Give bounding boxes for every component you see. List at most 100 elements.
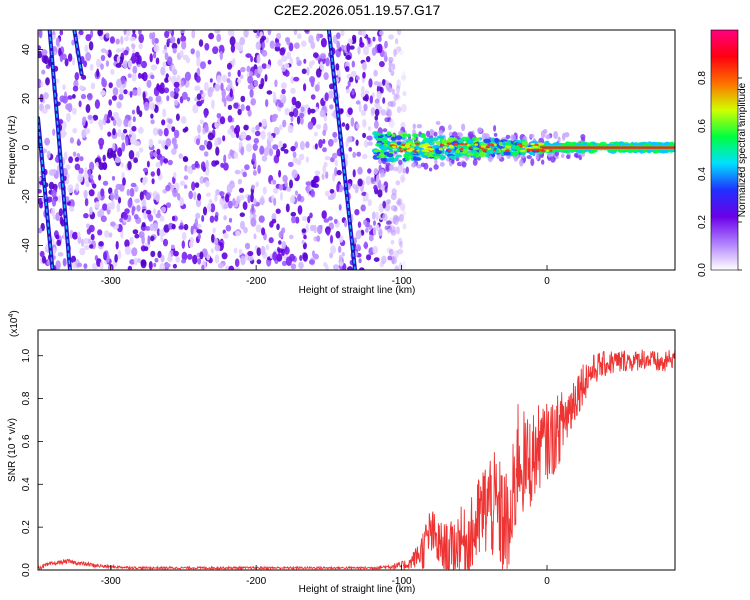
spectrogram-speck bbox=[204, 180, 210, 187]
signal-hot-speck bbox=[392, 145, 397, 148]
spectrogram-speck bbox=[390, 239, 395, 245]
spectrogram-speck bbox=[337, 69, 341, 78]
spectrogram-speck bbox=[251, 184, 255, 190]
spectrogram-speck bbox=[155, 194, 160, 203]
spectrogram-speck bbox=[240, 220, 245, 230]
spectrogram-speck bbox=[310, 79, 315, 88]
signal-halo-speck bbox=[557, 136, 561, 143]
signal-halo-speck bbox=[448, 124, 452, 131]
spectrogram-speck bbox=[366, 135, 373, 141]
spectrogram-speck bbox=[150, 250, 156, 258]
spectrogram-speck bbox=[328, 216, 333, 221]
spectrogram-speck bbox=[178, 153, 183, 159]
spectrogram-speck bbox=[240, 255, 246, 266]
spectrogram-speck bbox=[70, 255, 77, 264]
spectrogram-speck bbox=[150, 113, 154, 119]
signal-band-speck bbox=[435, 140, 441, 145]
spectrogram-speck bbox=[129, 36, 136, 42]
spectrogram-speck bbox=[148, 138, 154, 148]
spectrogram-speck bbox=[125, 30, 131, 37]
spectrogram-speck bbox=[334, 167, 338, 177]
spectrogram-speck bbox=[257, 164, 261, 174]
spectrogram-speck bbox=[345, 55, 352, 60]
signal-halo-speck bbox=[439, 161, 445, 167]
spectrogram-speck bbox=[89, 63, 94, 71]
spectrogram-speck bbox=[368, 224, 373, 231]
spectrogram-speck bbox=[284, 63, 290, 70]
spectrogram-speck bbox=[112, 111, 119, 120]
spectrogram-speck bbox=[74, 163, 81, 171]
spectrogram-speck bbox=[112, 95, 117, 101]
spectrogram-speck bbox=[179, 197, 185, 206]
signal-hot-speck bbox=[400, 145, 406, 149]
signal-hot-speck bbox=[418, 145, 424, 148]
y-tick-label: 20 bbox=[21, 93, 32, 105]
spectrogram-speck bbox=[295, 190, 298, 196]
spectrogram-speck bbox=[200, 161, 206, 171]
spectrogram-speck bbox=[88, 189, 95, 197]
spectrogram-speck bbox=[339, 261, 344, 267]
spectrogram-speck bbox=[255, 181, 259, 188]
signal-hot-speck bbox=[412, 144, 416, 147]
spectrogram-speck bbox=[329, 104, 334, 110]
spectrogram-speck bbox=[214, 138, 219, 148]
spectrogram-speck bbox=[372, 245, 379, 255]
signal-band-speck bbox=[386, 131, 391, 137]
spectrogram-speck bbox=[355, 139, 359, 146]
spectrogram-speck bbox=[376, 90, 382, 100]
spectrogram-speck bbox=[211, 233, 215, 243]
spectrogram-speck bbox=[106, 254, 110, 264]
spectrogram-speck bbox=[127, 198, 133, 208]
spectrogram-speck bbox=[173, 143, 178, 150]
spectrogram-speck bbox=[227, 71, 232, 78]
spectrogram-speck bbox=[183, 223, 189, 231]
spectrogram-speck bbox=[196, 223, 202, 229]
spectrogram-speck bbox=[43, 55, 49, 65]
signal-band-speck bbox=[373, 135, 379, 139]
spectrogram-speck bbox=[226, 97, 233, 102]
signal-band-speck bbox=[474, 138, 481, 141]
spectrogram-speck bbox=[89, 174, 94, 180]
spectrogram-speck bbox=[219, 191, 225, 196]
spectrogram-speck bbox=[265, 99, 269, 108]
spectrogram-track-core bbox=[328, 30, 356, 270]
spectrogram-speck bbox=[208, 198, 213, 205]
spectrogram-speck bbox=[171, 223, 176, 230]
signal-hot-speck bbox=[493, 148, 496, 152]
spectrogram-speck bbox=[58, 47, 62, 57]
spectrogram-speck bbox=[334, 159, 338, 167]
spectrogram-speck bbox=[168, 30, 173, 34]
spectrogram-speck bbox=[154, 257, 159, 263]
spectrogram-speck bbox=[114, 157, 121, 163]
spectrogram-speck bbox=[278, 102, 284, 108]
snr-series-line bbox=[38, 348, 675, 570]
spectrogram-speck bbox=[233, 127, 238, 134]
spectrogram-speck bbox=[90, 82, 96, 90]
signal-halo-speck bbox=[511, 134, 516, 141]
signal-hot-speck bbox=[449, 144, 454, 148]
spectrogram-speck bbox=[135, 151, 140, 159]
spectrogram-speck bbox=[347, 266, 353, 270]
spectrogram-speck bbox=[127, 73, 132, 78]
spectrogram-speck bbox=[130, 43, 136, 48]
spectrogram-speck bbox=[272, 91, 277, 102]
spectrogram-speck bbox=[291, 215, 297, 224]
spectrogram-speck bbox=[133, 214, 139, 220]
spectrogram-speck bbox=[71, 57, 76, 66]
y-tick-label: 0.4 bbox=[21, 477, 32, 491]
signal-hot-speck bbox=[401, 144, 406, 147]
spectrogram-speck bbox=[365, 192, 369, 202]
signal-halo-speck bbox=[405, 166, 409, 174]
spectrogram-speck bbox=[285, 203, 290, 213]
spectrogram-speck bbox=[377, 43, 383, 54]
spectrogram-speck bbox=[59, 30, 64, 36]
spectrogram-speck bbox=[225, 193, 230, 203]
spectrogram-speck bbox=[109, 36, 115, 44]
snr-x-axis: -300 -200 -100 0 bbox=[101, 565, 550, 587]
spectrogram-speck bbox=[265, 244, 269, 251]
spectrogram-speck bbox=[397, 197, 402, 207]
spectrogram-speck bbox=[322, 138, 326, 144]
spectrogram-speck bbox=[118, 93, 124, 101]
spectrogram-speck bbox=[262, 186, 267, 195]
signal-halo-speck bbox=[461, 161, 467, 168]
